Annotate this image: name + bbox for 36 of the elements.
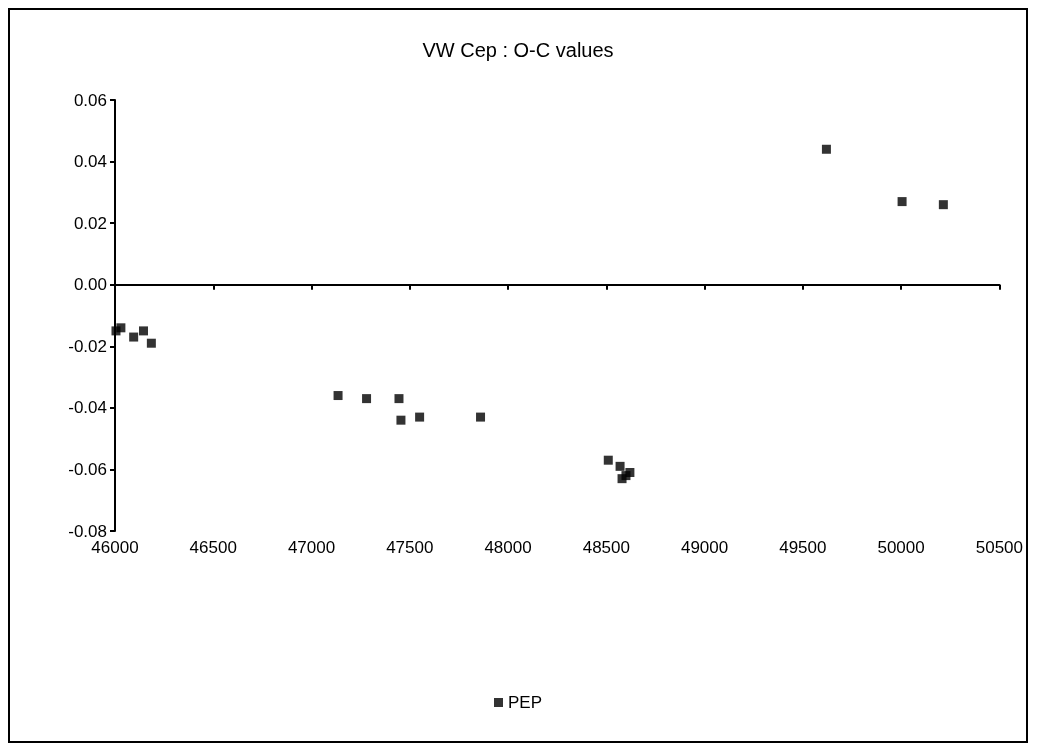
x-tick-label: 49500 [779, 538, 827, 557]
y-tick-label: 0.04 [73, 152, 107, 172]
point [603, 455, 613, 465]
point [415, 412, 425, 422]
point [897, 197, 907, 207]
x-tick-label: 46500 [189, 538, 237, 557]
chart-title: VW Cep : O-C values [422, 39, 614, 61]
point [394, 394, 404, 404]
point [333, 391, 343, 401]
point [396, 415, 406, 425]
legend-label: PEP [507, 693, 543, 712]
point [146, 338, 156, 348]
y-tick-label: -0.04 [68, 398, 107, 418]
x-tick-label: 48000 [484, 538, 532, 557]
x-tick-label: 50000 [877, 538, 925, 557]
y-tick-label: 0.02 [73, 213, 107, 233]
point [821, 144, 831, 154]
point [625, 468, 635, 478]
point [615, 461, 625, 471]
x-tick-label: 49000 [680, 538, 729, 557]
point [129, 332, 139, 342]
point [476, 412, 486, 422]
point [938, 200, 948, 210]
point [139, 326, 148, 336]
x-tick-label: 50500 [975, 538, 1023, 557]
y-tick-label: -0.02 [68, 336, 107, 356]
y-tick-label: -0.06 [68, 459, 107, 479]
x-tick-label: 47000 [287, 538, 336, 557]
x-tick-label: 46000 [91, 538, 139, 557]
y-tick-label: 0.00 [73, 275, 107, 295]
point [362, 394, 372, 404]
y-tick-label: 0.06 [73, 90, 107, 110]
x-tick-label: 47500 [386, 538, 434, 557]
x-tick-label: 48500 [582, 538, 630, 557]
y-tick-label: -0.08 [68, 521, 107, 541]
point [116, 323, 126, 333]
